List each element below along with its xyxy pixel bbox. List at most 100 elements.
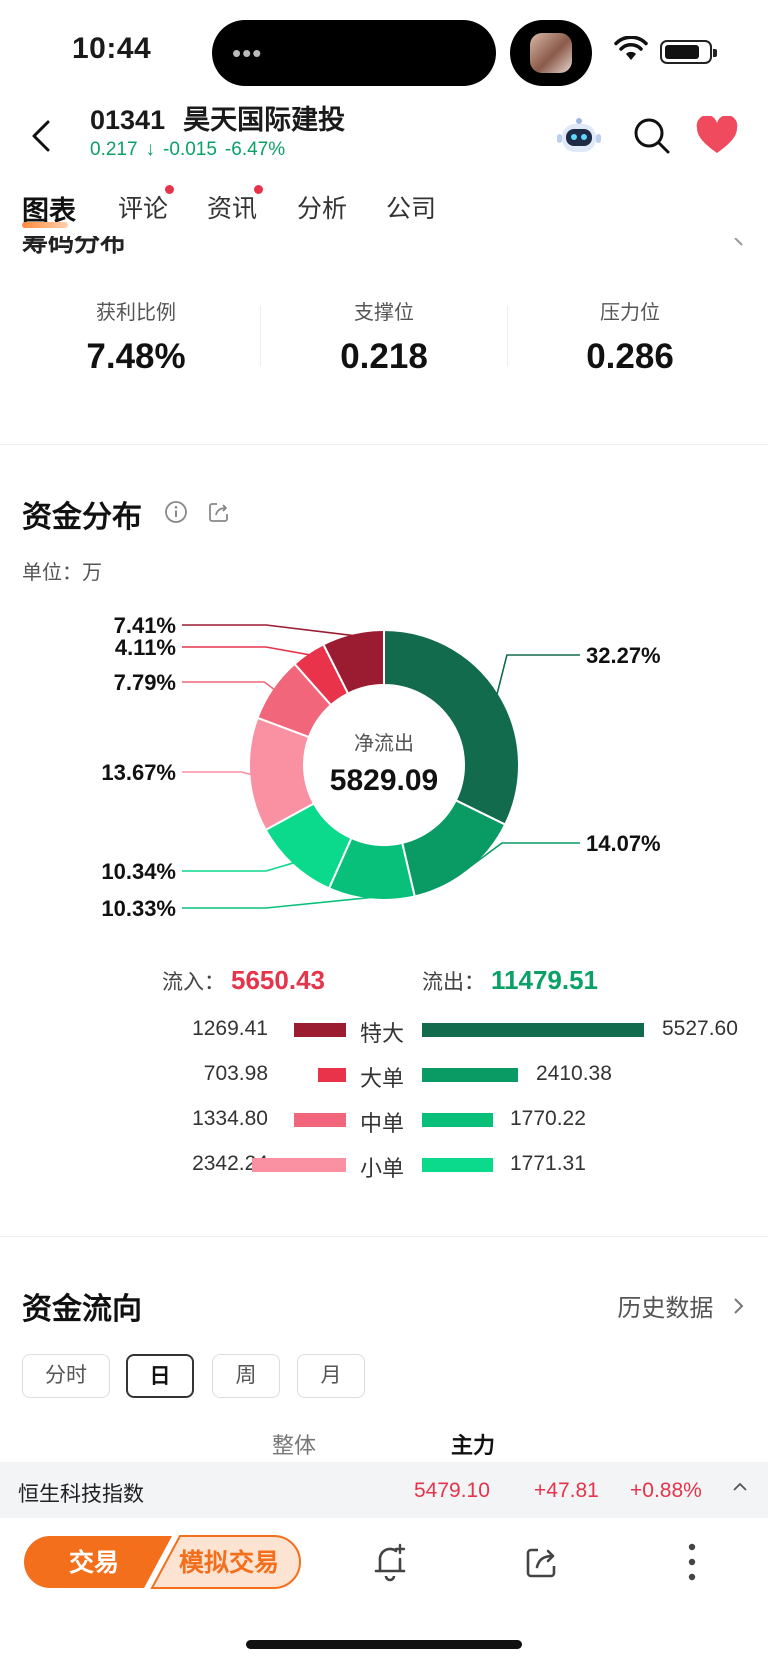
stat-divider [260, 306, 261, 366]
leader-line [496, 654, 580, 695]
fund-distribution-title: 资金分布 [22, 501, 142, 534]
trade-button[interactable]: 交易 [69, 1548, 119, 1577]
outflow-amount: 2410.38 [536, 1062, 612, 1085]
tab-news[interactable]: 资讯 [207, 185, 264, 225]
tab-comments[interactable]: 评论 [118, 185, 175, 225]
dynamic-island: ••• [212, 20, 496, 86]
trade-buttons: 交易 模拟交易 [24, 1535, 301, 1589]
inflow-amount: 2342.24 [192, 1152, 268, 1175]
leader-line [182, 624, 354, 637]
outflow-bar [422, 1158, 493, 1172]
stat-value: 0.286 [586, 337, 674, 376]
stock-change-pct: -6.47% [224, 139, 286, 160]
chevron-up-icon[interactable] [732, 1480, 748, 1492]
profit-ratio-stat: 获利比例 7.48% [16, 296, 256, 377]
stat-value: 7.48% [86, 337, 186, 376]
fund-flow-title: 资金流向 [22, 1293, 142, 1326]
favorite-heart-icon[interactable] [695, 116, 739, 156]
chevron-right-icon[interactable] [732, 238, 746, 252]
leader-line [182, 896, 372, 909]
info-icon[interactable] [164, 500, 188, 524]
bottom-toolbar: 交易 模拟交易 [0, 1518, 768, 1665]
donut-slice [383, 628, 520, 826]
share-icon[interactable] [524, 1544, 560, 1580]
slice-percent-label: 7.41% [114, 613, 176, 638]
index-ticker-bar[interactable]: 恒生科技指数 5479.10 +47.81 +0.88% [0, 1462, 768, 1518]
inflow-value: 5650.43 [231, 965, 325, 995]
period-day[interactable]: 日 [126, 1354, 194, 1398]
bell-alert-icon[interactable] [372, 1542, 408, 1582]
tab-bar: 图表 评论 资讯 分析 公司 [0, 185, 768, 235]
outflow-value: 11479.51 [491, 965, 599, 995]
index-value: 5479.10 [414, 1479, 490, 1502]
order-size-label: 小单 [360, 1156, 405, 1181]
search-icon[interactable] [632, 116, 672, 156]
notification-dot [165, 185, 175, 194]
stock-title: 01341 昊天国际建投 [90, 98, 345, 137]
index-change: +47.81 [534, 1479, 599, 1502]
stat-label: 压力位 [600, 302, 660, 324]
outflow-amount: 1770.22 [510, 1107, 586, 1130]
stock-change: -0.015 [163, 139, 217, 160]
inflow-amount: 1269.41 [192, 1017, 268, 1040]
period-intraday[interactable]: 分时 [22, 1354, 110, 1398]
outflow-amount: 1771.31 [510, 1152, 586, 1175]
inflow-label: 流入： [162, 971, 225, 994]
inflow-bar [318, 1068, 346, 1082]
subtab-main-force[interactable]: 主力 [451, 1433, 496, 1458]
status-time: 10:44 [72, 32, 152, 65]
share-icon[interactable] [207, 500, 231, 524]
stock-price: 0.217 [90, 139, 138, 160]
order-size-label: 中单 [360, 1111, 405, 1136]
slice-percent-label: 13.67% [101, 760, 176, 785]
battery-icon [660, 40, 717, 64]
inflow-bar [294, 1023, 346, 1037]
inflow-bar [294, 1113, 346, 1127]
leader-line [182, 862, 295, 872]
fund-donut-chart: 32.27% 14.07% 10.33% 10.34% 13.67% 7.79% 4.11%… [0, 590, 768, 930]
outflow-bar [422, 1113, 493, 1127]
leader-line [182, 771, 252, 776]
tab-chart[interactable]: 图表 [22, 196, 76, 226]
stat-label: 支撑位 [354, 302, 414, 324]
tab-analysis[interactable]: 分析 [297, 195, 348, 223]
flow-row-medium: 1334.80 中单 1770.22 [0, 1105, 768, 1136]
inflow-amount: 703.98 [203, 1062, 268, 1085]
sim-trade-button-bg[interactable] [150, 1535, 301, 1589]
order-size-label: 特大 [360, 1021, 405, 1046]
slice-percent-label: 7.79% [114, 670, 176, 695]
inflow-bar [252, 1158, 346, 1172]
stat-divider [507, 306, 508, 366]
tab-company[interactable]: 公司 [386, 195, 437, 223]
back-icon[interactable] [24, 116, 64, 156]
more-dots-icon: ••• [232, 38, 263, 68]
index-change-pct: +0.88% [630, 1479, 702, 1502]
more-vertical-icon[interactable] [688, 1542, 696, 1582]
order-size-label: 大单 [360, 1066, 405, 1091]
period-week[interactable]: 周 [212, 1354, 280, 1398]
trade-button-bg[interactable] [24, 1536, 172, 1588]
avatar [530, 33, 572, 73]
leader-line [466, 842, 580, 870]
leader-line [182, 681, 275, 691]
resistance-level-stat: 压力位 0.286 [510, 296, 750, 377]
ai-robot-icon[interactable] [556, 116, 602, 156]
slice-percent-label: 14.07% [586, 831, 661, 856]
subtab-overall[interactable]: 整体 [272, 1433, 317, 1458]
donut-slice [322, 628, 385, 695]
history-data-label: 历史数据 [617, 1295, 714, 1322]
chip-distribution-title: 筹码分布 [22, 236, 127, 257]
period-month[interactable]: 月 [297, 1354, 365, 1398]
donut-center-label: 净流出 [354, 732, 414, 755]
outflow-bar [422, 1023, 644, 1037]
outflow-amount: 5527.60 [662, 1017, 738, 1040]
stock-code: 01341 [90, 105, 166, 135]
donut-center-value: 5829.09 [330, 764, 438, 797]
flow-row-extra-large: 1269.41 特大 5527.60 [0, 1015, 768, 1046]
notification-dot [254, 185, 264, 194]
section-divider [0, 444, 768, 445]
history-data-link[interactable]: 历史数据 [617, 1288, 746, 1323]
stock-name: 昊天国际建投 [183, 105, 346, 135]
sim-trade-button[interactable]: 模拟交易 [179, 1548, 279, 1577]
leader-line [182, 646, 310, 656]
